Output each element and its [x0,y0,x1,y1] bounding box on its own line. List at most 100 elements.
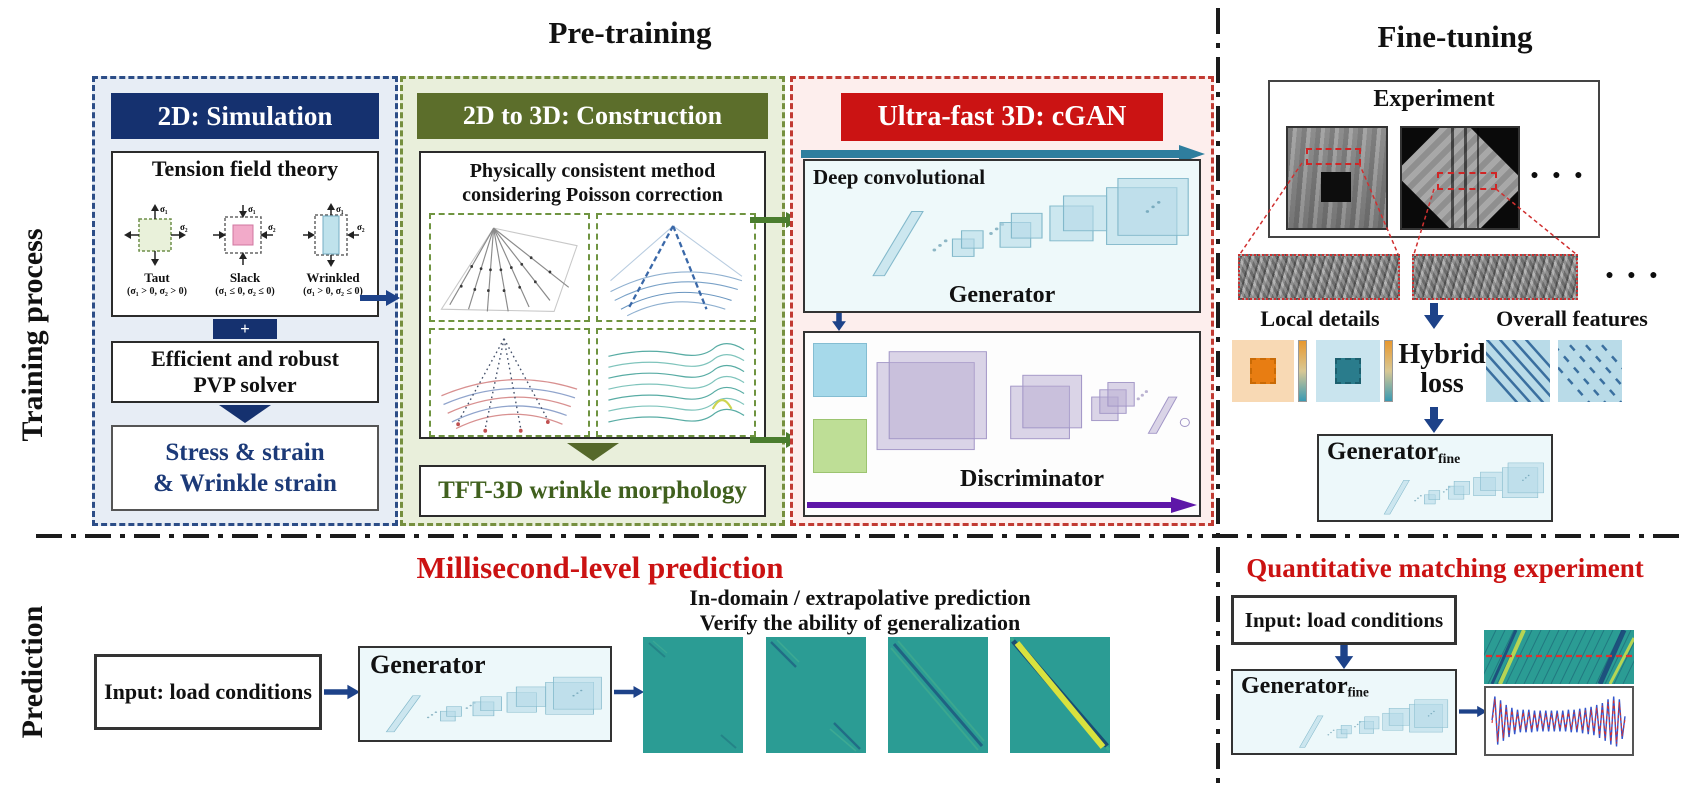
hybrid-line2: loss [1420,368,1464,399]
dark-square [1321,172,1351,202]
ellipsis-dots: ● ● ● [1605,268,1663,283]
generator-fine-box: Generatorfine [1317,434,1553,522]
sigma2-label: σ₂ [180,222,188,232]
millisecond-title: Millisecond-level prediction [416,550,784,585]
deep-convolutional-label: Deep convolutional [813,165,986,189]
construction-panel: 2D to 3D: Construction Physically consis… [400,76,785,526]
simulation-header: 2D: Simulation [111,93,379,139]
state-wrinkled: σ₁ σ₂ Wrinkled (σ₁ > 0, σ₂ ≤ 0) [289,183,377,313]
blue-fan-icon [609,225,742,317]
prediction-field-1 [643,637,743,753]
generator-network-glyph [385,676,602,733]
state-name: Slack [229,269,261,285]
wrinkled-stress-icon: σ₁ σ₂ [303,202,365,267]
construction-step1-panel [429,213,590,323]
note-line2: Verify the ability of generalization [699,610,1021,635]
wrinkle-stripes [1441,128,1479,228]
cgan-panel: Ultra-fast 3D: cGAN Deep convolutional G… [790,76,1214,526]
discriminator-box: Discriminator [803,331,1201,517]
arrow-input-to-generator-fine-icon [1334,645,1354,669]
arrow-to-generator-icon [750,212,800,228]
purple-flow-arrow-icon [807,497,1197,513]
taut-stress-icon: σ₁ σ₂ [124,203,188,266]
generator-fine-label: Generatorfine [1327,438,1460,467]
arrow-down-to-generator-fine-icon [1424,407,1444,433]
matching-generator-fine-box: Generatorfine [1231,669,1457,755]
arrow-sim-to-construction-icon [360,290,400,306]
method-title: Physically consistent method considering… [421,157,764,209]
pretraining-title: Pre-training [548,15,712,50]
prediction-label: Prediction [16,605,49,739]
finetuning-title: Fine-tuning [1377,19,1533,54]
generator-box: Deep convolutional Generator [803,159,1201,313]
solver-line1: Efficient and robust [151,345,339,371]
state-condition: (σ₁ > 0, σ₂ ≤ 0) [303,285,363,297]
red-blue-fan-icon [441,338,578,433]
experiment-image-2 [1400,126,1520,230]
note-line1: In-domain / extrapolative prediction [689,584,1031,610]
prediction-field-2 [766,637,866,753]
output-line1: Stress & strain [165,438,325,466]
simulation-panel: 2D: Simulation Tension field theory σ₁ σ… [92,76,398,526]
method-line1: Physically consistent method [469,160,716,182]
down-arrow-icon [219,405,271,423]
discriminator-label: Discriminator [960,465,1104,492]
experiment-label: Experiment [1373,85,1495,112]
ellipsis-dots: ● ● ● [1530,168,1588,183]
generator-label: Generator [370,650,486,679]
arrow-generator-to-results-icon [614,686,644,698]
method-line2: considering Poisson correction [462,184,723,206]
colorbar [1384,340,1393,402]
matching-field-image [1484,630,1634,684]
patch-marker [1250,358,1276,384]
state-name: Wrinkled [306,269,360,285]
down-arrow-icon [566,443,619,461]
sigma1-label: σ₁ [160,204,168,214]
zoom-strip-1 [1238,254,1400,300]
generator-fine-sub: fine [1438,450,1461,466]
zoom-strip-2 [1412,254,1578,300]
generator-network-glyph [1299,699,1449,748]
sigma2-label: σ₂ [357,222,365,232]
state-slack: σ₁ σ₂ Slack (σ₁ ≤ 0, σ₂ ≤ 0) [201,183,289,313]
state-condition: (σ₁ ≤ 0, σ₂ ≤ 0) [215,285,275,297]
real-input-swatch [813,343,867,397]
tension-field-box: Tension field theory σ₁ σ₂ Taut (σ₁ > 0,… [111,151,379,317]
generator-fine-label: Generatorfine [1241,673,1369,701]
wrinkle-surface-icon [607,343,744,423]
discriminator-network-glyph [876,351,1190,451]
teal-flow-arrow-icon [801,145,1205,163]
generator-network-glyph [872,177,1189,277]
tft-output-box: TFT-3D wrinkle morphology [419,465,766,517]
generator-fine-base: Generator [1327,438,1439,465]
local-detail-panel-blue [1316,340,1380,402]
horizontal-divider [36,534,1684,538]
generated-input-swatch [813,419,867,473]
arrow-input-to-generator-icon [324,684,360,700]
generator-fine-base: Generator [1241,673,1348,699]
generator-fine-sub: fine [1347,684,1369,700]
zoom-region-marker-1 [1305,148,1361,165]
prediction-input-box: Input: load conditions [94,654,322,730]
arrow-gen-to-disc-icon [832,313,846,331]
colorbar [1298,340,1307,402]
slack-stress-icon: σ₁ σ₂ [213,204,276,265]
zoom-connector-lines [1239,162,1577,255]
matching-title: Quantitative matching experiment [1246,552,1644,583]
construction-header: 2D to 3D: Construction [417,93,768,139]
experiment-image-1 [1286,126,1388,230]
generalization-note: In-domain / extrapolative prediction Ver… [640,584,1080,636]
state-condition: (σ₁ > 0, σ₂ > 0) [127,285,187,297]
zoom-region-marker-2 [1436,172,1498,190]
waveform-plot [1491,696,1626,747]
tension-title: Tension field theory [151,156,339,181]
fan-wireframe-icon [440,227,578,312]
construction-step3-panel [429,328,590,438]
sigma2-label: σ₂ [268,222,276,232]
arrow-to-comparison-icon [1459,705,1487,718]
local-detail-panel-orange [1232,340,1294,402]
waveform-comparison-box [1484,686,1634,756]
overall-features-label: Overall features [1496,306,1648,331]
vertical-divider [1216,8,1220,788]
